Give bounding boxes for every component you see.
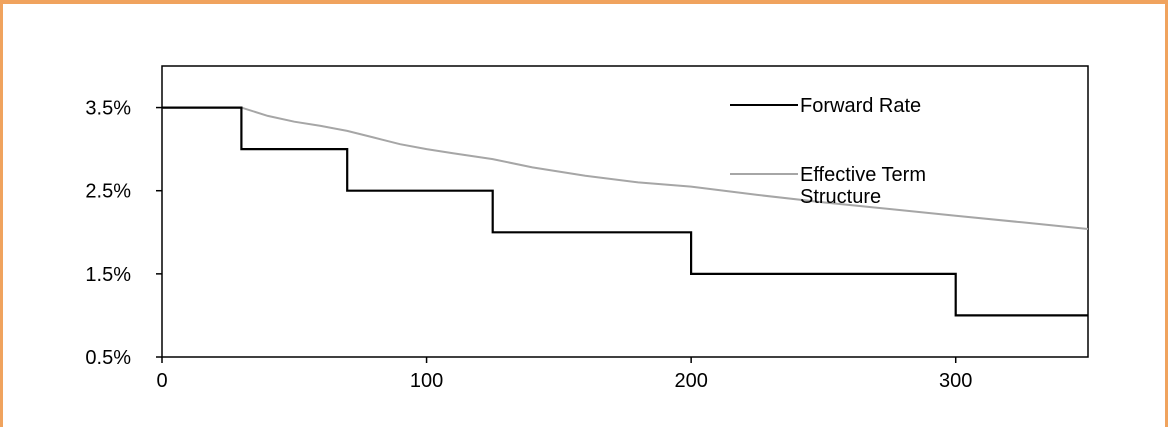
x-tick-label: 0 bbox=[156, 370, 167, 392]
series-line-effective-term-structure bbox=[162, 106, 1089, 230]
y-tick-label: 3.5% bbox=[85, 98, 131, 120]
series-line-forward-rate bbox=[162, 106, 1088, 317]
series-layer bbox=[162, 106, 1089, 317]
x-tick-label: 300 bbox=[939, 370, 972, 392]
plot-area bbox=[161, 65, 1089, 358]
legend-label-structure: Structure bbox=[800, 186, 881, 208]
y-tick-label: 1.5% bbox=[85, 264, 131, 286]
legend: Forward Rate Effective Term Structure bbox=[730, 95, 926, 208]
y-tick-label: 0.5% bbox=[85, 347, 131, 369]
forward-rate-chart: 0 100 200 300 0.5% 1.5% 2.5% 3.5% Forward Rate… bbox=[85, 65, 1089, 392]
y-axis: 0.5% 1.5% 2.5% 3.5% bbox=[85, 98, 162, 369]
x-axis: 0 100 200 300 bbox=[156, 357, 972, 392]
x-tick-label: 200 bbox=[674, 370, 707, 392]
y-tick-label: 2.5% bbox=[85, 181, 131, 203]
x-tick-label: 100 bbox=[410, 370, 443, 392]
legend-label-effective-term: Effective Term bbox=[800, 164, 926, 186]
legend-label-forward-rate: Forward Rate bbox=[800, 95, 921, 117]
